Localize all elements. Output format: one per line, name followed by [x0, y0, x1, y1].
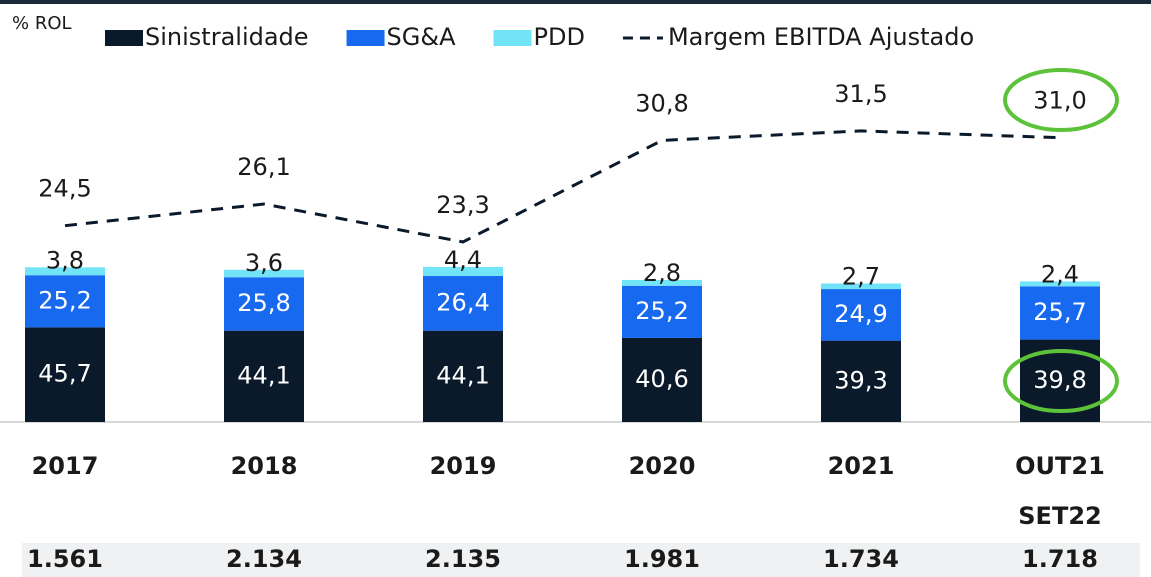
footer-value: 1.734 — [823, 545, 899, 573]
legend-label: SG&A — [387, 23, 457, 51]
data-label: 44,1 — [237, 361, 290, 389]
line-label: 31,5 — [834, 80, 887, 108]
data-label: 3,6 — [245, 249, 283, 277]
highlight — [1003, 349, 1119, 413]
highlight — [1003, 68, 1119, 132]
line — [64, 129, 1061, 244]
data-label: 25,8 — [237, 289, 290, 317]
bar-segment — [1020, 281, 1100, 287]
data-label: 4,4 — [444, 246, 482, 274]
bar-segment — [1020, 286, 1100, 340]
data-label: 2,7 — [842, 262, 880, 290]
bar-segment — [25, 275, 105, 328]
legend-label: Sinistralidade — [145, 23, 309, 51]
data-label: 45,7 — [38, 360, 91, 388]
bar-segment — [622, 279, 702, 286]
bar-segment — [224, 277, 304, 331]
bar-segment — [821, 283, 901, 290]
bar-segment — [423, 330, 503, 422]
line-label: 26,1 — [237, 153, 290, 181]
data-label: 24,9 — [834, 300, 887, 328]
footer-band — [22, 543, 1140, 577]
data-label: 39,8 — [1033, 366, 1086, 394]
bar-segment — [821, 289, 901, 341]
bar-segment — [423, 276, 503, 331]
line-label: 24,5 — [38, 175, 91, 203]
data-label: 44,1 — [436, 361, 489, 389]
footer-value: 2.134 — [226, 545, 302, 573]
legend-swatch — [105, 30, 143, 46]
x-tick-label: 2021 — [827, 452, 895, 480]
footer-value: 1.561 — [27, 545, 103, 573]
x-tick-label: 2018 — [230, 452, 298, 480]
legend-label: PDD — [534, 23, 585, 51]
footer-value: 1.718 — [1022, 545, 1098, 573]
legend-swatch — [493, 30, 532, 46]
data-label: 25,2 — [635, 297, 688, 325]
line-label: 31,0 — [1033, 87, 1086, 115]
data-label: 2,8 — [643, 259, 681, 287]
bar-segment — [622, 337, 702, 422]
data-label: 39,3 — [834, 366, 887, 394]
axis-label: % ROL — [12, 13, 72, 34]
bar-segment — [224, 330, 304, 422]
data-label: 26,4 — [436, 288, 489, 316]
legend-swatch — [346, 30, 385, 46]
line-label: 30,8 — [635, 89, 688, 117]
x-tick-label: 2019 — [429, 452, 497, 480]
bar-segment — [423, 266, 503, 277]
footer-value: 1.981 — [624, 545, 700, 573]
legend: Sinistralidade SG&A PDD Margem EBITDA Ajust… — [105, 23, 974, 51]
line-label: 23,3 — [436, 191, 489, 219]
data-label: 3,8 — [46, 246, 84, 274]
x-tick-label: OUT21 SET22 — [1015, 452, 1105, 530]
x-tick-label: 2020 — [628, 452, 696, 480]
data-label: 40,6 — [635, 365, 688, 393]
bar-segment — [25, 327, 105, 422]
bar-segment — [224, 269, 304, 278]
x-tick-label: 2017 — [31, 452, 99, 480]
bar-segment — [821, 340, 901, 422]
data-label: 2,4 — [1041, 260, 1079, 288]
bar-segment — [25, 267, 105, 276]
plot: 45,7 25,2 3,8 44,1 25,8 3,6 44,1 26,4 4,4 40,6 25,… — [25, 80, 1100, 422]
bar-segment — [622, 285, 702, 338]
footer-value: 2.135 — [425, 545, 501, 573]
data-label: 25,2 — [38, 286, 91, 314]
data-label: 25,7 — [1033, 298, 1086, 326]
top-border — [0, 0, 1151, 4]
legend-label: Margem EBITDA Ajustado — [668, 23, 974, 51]
